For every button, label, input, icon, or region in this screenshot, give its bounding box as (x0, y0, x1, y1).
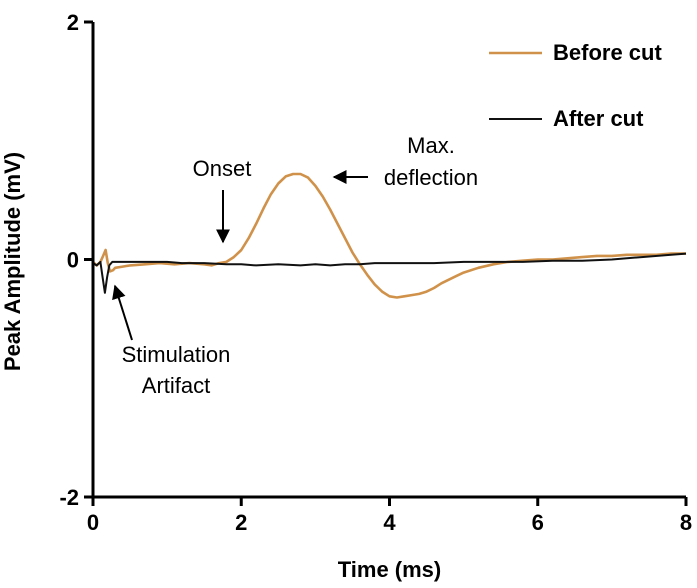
y-tick-label: -2 (59, 485, 79, 510)
x-tick-label: 6 (532, 510, 544, 535)
y-axis-title: Peak Amplitude (mV) (0, 152, 25, 371)
annotation-stimulation-artifact: Stimulation Artifact (112, 284, 231, 398)
x-axis-title: Time (ms) (338, 557, 442, 582)
x-tick-label: 8 (680, 510, 692, 535)
x-tick-label: 4 (383, 510, 396, 535)
annotation-onset: Onset (193, 156, 252, 244)
x-tick-label: 2 (235, 510, 247, 535)
annotation-onset-label: Onset (193, 156, 252, 181)
annotation-stimulation-artifact-label-line-1: Stimulation (122, 342, 231, 367)
annotation-max-deflection-label-line-1: Max. (407, 133, 455, 158)
annotation-stimulation-artifact-label-line-2: Artifact (142, 373, 210, 398)
legend-label-after-cut: After cut (553, 106, 644, 131)
legend-label-before-cut: Before cut (553, 40, 662, 65)
legend: Before cut After cut (489, 40, 662, 131)
y-tick-label: 0 (67, 248, 79, 273)
series-after-cut-line (92, 252, 687, 294)
annotation-stimulation-artifact-arrow (112, 284, 133, 341)
y-tick-label: 2 (67, 10, 79, 35)
annotation-max-deflection-label-line-2: deflection (384, 165, 478, 190)
series-before-cut-line (92, 172, 686, 299)
x-tick-label: 0 (87, 510, 99, 535)
annotation-max-deflection: Max. deflection (332, 133, 478, 190)
